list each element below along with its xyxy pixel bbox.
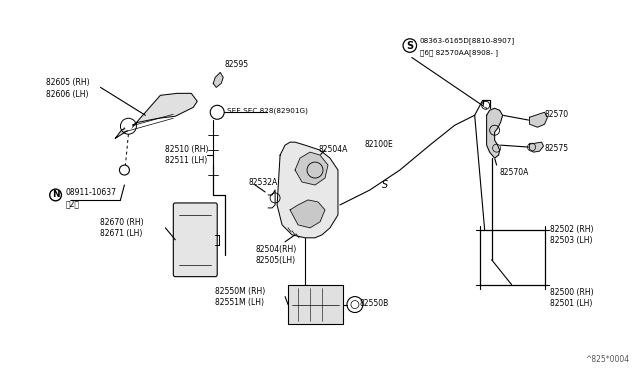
Text: 08911-10637
（2）: 08911-10637 （2） — [65, 188, 116, 208]
Polygon shape — [486, 108, 502, 158]
Text: 08363-6165D[8810-8907]: 08363-6165D[8810-8907] — [420, 38, 515, 44]
Text: 82670 (RH)
82671 (LH): 82670 (RH) 82671 (LH) — [100, 218, 144, 238]
Bar — [288, 285, 343, 324]
Text: 82510 (RH)
82511 (LH): 82510 (RH) 82511 (LH) — [165, 145, 209, 165]
Text: 82570A: 82570A — [500, 168, 529, 177]
Text: 82502 (RH)
82503 (LH): 82502 (RH) 82503 (LH) — [550, 225, 593, 245]
Text: S: S — [406, 41, 413, 51]
Text: 〄6々 82570AA[8908- ]: 〄6々 82570AA[8908- ] — [420, 49, 498, 56]
Bar — [479, 230, 545, 285]
Polygon shape — [115, 93, 197, 138]
Text: 82100E: 82100E — [365, 140, 394, 149]
Circle shape — [484, 103, 488, 107]
Text: 82504(RH)
82505(LH): 82504(RH) 82505(LH) — [255, 245, 296, 265]
FancyBboxPatch shape — [173, 203, 217, 277]
Text: 82595: 82595 — [224, 61, 248, 70]
Text: 82575: 82575 — [545, 144, 568, 153]
Text: SEE SEC.828(82901G): SEE SEC.828(82901G) — [227, 107, 308, 114]
Text: 82570: 82570 — [545, 110, 568, 119]
Text: S: S — [381, 180, 388, 190]
Circle shape — [124, 122, 132, 130]
Polygon shape — [529, 142, 543, 152]
Polygon shape — [277, 142, 338, 238]
Text: N: N — [52, 190, 60, 199]
Polygon shape — [213, 73, 223, 87]
Polygon shape — [529, 112, 547, 127]
Text: ^825*0004: ^825*0004 — [585, 355, 629, 364]
Text: 82605 (RH)
82606 (LH): 82605 (RH) 82606 (LH) — [45, 78, 89, 99]
Circle shape — [214, 109, 220, 115]
Text: 82500 (RH)
82501 (LH): 82500 (RH) 82501 (LH) — [550, 288, 593, 308]
Circle shape — [122, 168, 127, 172]
Polygon shape — [290, 200, 325, 228]
Text: 82504A: 82504A — [318, 145, 348, 154]
Text: 82532A: 82532A — [248, 178, 277, 187]
Text: 82550M (RH)
82551M (LH): 82550M (RH) 82551M (LH) — [215, 286, 266, 307]
Polygon shape — [295, 152, 328, 185]
Text: 82550B: 82550B — [360, 299, 389, 308]
